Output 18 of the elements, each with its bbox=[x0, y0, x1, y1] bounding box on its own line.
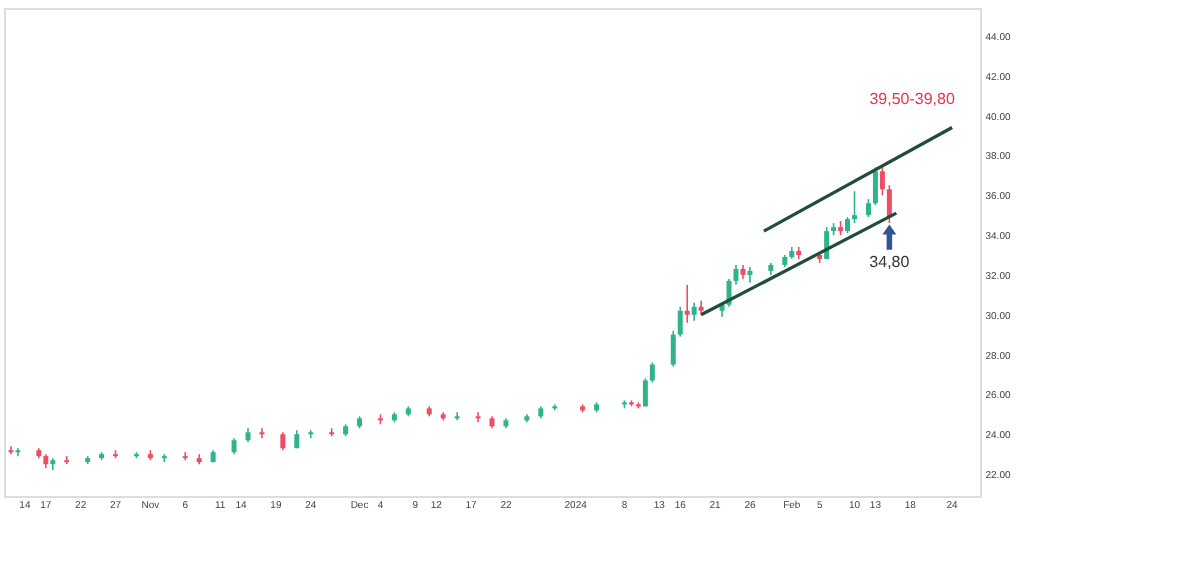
candlestick bbox=[259, 427, 265, 440]
candlestick bbox=[454, 411, 460, 422]
candlestick bbox=[642, 377, 648, 408]
candlestick bbox=[852, 190, 858, 224]
candlestick bbox=[182, 451, 188, 461]
candlestick bbox=[886, 184, 892, 224]
candlestick bbox=[747, 266, 753, 284]
candlestick bbox=[64, 455, 70, 465]
annotation: 34,80 bbox=[869, 253, 911, 272]
candlestick bbox=[8, 445, 14, 455]
candlestick bbox=[872, 166, 878, 206]
candlestick bbox=[649, 361, 655, 384]
annotation: 39,50-39,80 bbox=[869, 89, 956, 108]
candlestick bbox=[879, 164, 885, 197]
candlestick bbox=[15, 447, 21, 457]
candlestick bbox=[475, 411, 481, 424]
candlestick bbox=[684, 284, 690, 324]
candlestick bbox=[308, 429, 314, 440]
